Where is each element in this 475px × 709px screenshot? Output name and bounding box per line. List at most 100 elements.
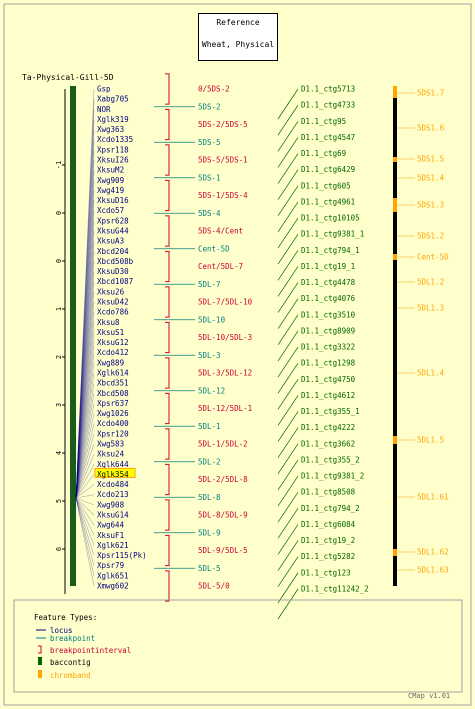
breakpoint-interval-label[interactable]: 5DL-5/0 (198, 582, 230, 591)
locus-label[interactable]: Xbcd508 (97, 389, 129, 398)
locus-label[interactable]: Xcdo484 (97, 480, 129, 489)
contig-label[interactable]: D1.1_ctg6429 (301, 165, 355, 174)
locus-label[interactable]: Xbcd1087 (97, 277, 133, 286)
breakpoint-label[interactable]: 5DS-4 (198, 209, 221, 218)
breakpoint-label[interactable]: 5DL-1 (198, 422, 221, 431)
breakpoint-interval-bracket[interactable] (165, 73, 170, 105)
locus-label[interactable]: Xksu8 (97, 318, 120, 327)
locus-label[interactable]: Xksu26 (97, 287, 125, 296)
locus-label[interactable]: XksuG12 (97, 338, 129, 347)
contig-label[interactable]: D1.1_ctg1298 (301, 359, 356, 368)
contig-label[interactable]: D1.1_ctg794_1 (301, 246, 360, 255)
contig-label[interactable]: D1.1_ctg9381_1 (301, 230, 364, 239)
locus-label[interactable]: Xglk614 (97, 369, 129, 378)
breakpoint-interval-label[interactable]: 5DL-1/5DL-2 (198, 440, 248, 449)
map-title[interactable]: Ta-Physical-Gill-5D (22, 73, 114, 82)
locus-label[interactable]: Xpsr79 (97, 561, 124, 570)
breakpoint-label[interactable]: 5DL-2 (198, 457, 221, 466)
contig-label[interactable]: D1.1_ctg9381_2 (301, 472, 364, 481)
breakpoint-label[interactable]: 5DL-7 (198, 280, 221, 289)
contig-label[interactable]: D1.1_ctg11242_2 (301, 585, 369, 594)
locus-label[interactable]: Gsp (97, 85, 111, 94)
breakpoint-interval-label[interactable]: 5DL-8/5DL-9 (198, 511, 248, 520)
breakpoint-interval-bracket[interactable] (165, 428, 170, 460)
contig-label[interactable]: D1.1_ctg3322 (301, 343, 355, 352)
chromband-label[interactable]: 5DL1.2 (417, 278, 444, 287)
breakpoint-interval-bracket[interactable] (165, 534, 170, 567)
chromband-label[interactable]: 5DS1.7 (417, 89, 444, 98)
breakpoint-interval-bracket[interactable] (165, 463, 170, 496)
breakpoint-label[interactable]: 5DL-5 (198, 564, 221, 573)
locus-label[interactable]: Xbcd508b (97, 257, 134, 266)
breakpoint-interval-label[interactable]: 5DL-2/5DL-8 (198, 475, 248, 484)
locus-label[interactable]: Xpsr115(Pk) (97, 551, 147, 560)
chromband-label[interactable]: Cent-5D (417, 253, 449, 262)
locus-label[interactable]: Xwg363 (97, 125, 124, 134)
breakpoint-interval-label[interactable]: 5DL-7/5DL-10 (198, 298, 253, 307)
chromband-segment[interactable] (393, 198, 397, 212)
locus-label[interactable]: Xcdo1335 (97, 135, 133, 144)
breakpoint-label[interactable]: 5DL-8 (198, 493, 221, 502)
locus-label[interactable]: XksuA3 (97, 237, 124, 246)
breakpoint-interval-label[interactable]: 5DS-2/5DS-5 (198, 120, 248, 129)
breakpoint-interval-label[interactable]: 5DS-4/Cent (198, 227, 243, 236)
breakpoint-interval-bracket[interactable] (165, 250, 170, 283)
locus-label[interactable]: Xbcd204 (97, 247, 129, 256)
chromband-label[interactable]: 5DL1.4 (417, 369, 445, 378)
locus-label[interactable]: Xcdo412 (97, 348, 129, 357)
contig-label[interactable]: D1.1_ctg355_2 (301, 455, 360, 464)
locus-label[interactable]: Xcdo400 (97, 419, 129, 428)
contig-label[interactable]: D1.1_ctg8909 (301, 326, 355, 335)
locus-label[interactable]: XksuS1 (97, 328, 124, 337)
chromband-segment[interactable] (393, 254, 397, 260)
contig-label[interactable]: D1.1_ctg19_1 (301, 262, 355, 271)
contig-label[interactable]: D1.1_ctg4733 (301, 101, 355, 110)
breakpoint-interval-label[interactable]: 5DL-3/5DL-12 (198, 369, 252, 378)
locus-label[interactable]: Xmwg602 (97, 582, 129, 591)
contig-label[interactable]: D1.1_ctg4612 (301, 391, 355, 400)
chromband-label[interactable]: 5DL1.62 (417, 548, 449, 557)
chromband-label[interactable]: 5DS1.4 (417, 174, 445, 183)
breakpoint-interval-bracket[interactable] (165, 321, 170, 354)
locus-label[interactable]: Xpsr637 (97, 399, 129, 408)
locus-label[interactable]: XksuG14 (97, 511, 129, 520)
locus-label[interactable]: Xglk644 (97, 460, 129, 469)
chromband-label[interactable]: 5DL1.3 (417, 304, 444, 313)
chromband-label[interactable]: 5DS1.5 (417, 155, 444, 164)
locus-label[interactable]: Xwg1026 (97, 409, 129, 418)
locus-label[interactable]: XksuG44 (97, 227, 129, 236)
contig-label[interactable]: D1.1_ctg4961 (301, 197, 355, 206)
locus-label[interactable]: XksuD42 (97, 298, 129, 307)
breakpoint-interval-label[interactable]: 5DL-10/5DL-3 (198, 333, 252, 342)
locus-label[interactable]: Xwg908 (97, 500, 125, 509)
locus-label[interactable]: Xwg419 (97, 186, 124, 195)
contig-label[interactable]: D1.1_ctg605 (301, 181, 351, 190)
breakpoint-interval-label[interactable]: Cent/5DL-7 (198, 262, 243, 271)
locus-label[interactable]: Xpsr118 (97, 145, 129, 154)
locus-label[interactable]: Xglk651 (97, 571, 129, 580)
contig-label[interactable]: D1.1_ctg5713 (301, 85, 355, 94)
chromband-label[interactable]: 5DS1.6 (417, 124, 445, 133)
breakpoint-interval-bracket[interactable] (165, 179, 170, 212)
contig-label[interactable]: D1.1_ctg8508 (301, 488, 356, 497)
locus-label[interactable]: XksuI26 (97, 156, 129, 165)
breakpoint-interval-label[interactable]: 0/5DS-2 (198, 85, 230, 94)
contig-label[interactable]: D1.1_ctg4478 (301, 278, 356, 287)
locus-label[interactable]: XksuD16 (97, 196, 129, 205)
contig-label[interactable]: D1.1_ctg4750 (301, 375, 356, 384)
chromband-segment[interactable] (393, 157, 397, 162)
locus-label[interactable]: Xglk354 (97, 470, 129, 479)
chromband-label[interactable]: 5DS1.3 (417, 201, 444, 210)
contig-label[interactable]: D1.1_ctg4547 (301, 133, 355, 142)
locus-label[interactable]: Xwg644 (97, 521, 125, 530)
locus-label[interactable]: Xwg583 (97, 440, 124, 449)
chromband-label[interactable]: 5DL1.63 (417, 566, 449, 575)
breakpoint-label[interactable]: 5DS-2 (198, 102, 221, 111)
chromband-label[interactable]: 5DS1.2 (417, 232, 444, 241)
breakpoint-interval-bracket[interactable] (165, 392, 170, 425)
breakpoint-interval-bracket[interactable] (165, 499, 170, 531)
breakpoint-interval-bracket[interactable] (165, 570, 170, 602)
locus-label[interactable]: Xksu24 (97, 450, 125, 459)
locus-label[interactable]: XksuM2 (97, 166, 124, 175)
contig-label[interactable]: D1.1_ctg3662 (301, 439, 355, 448)
